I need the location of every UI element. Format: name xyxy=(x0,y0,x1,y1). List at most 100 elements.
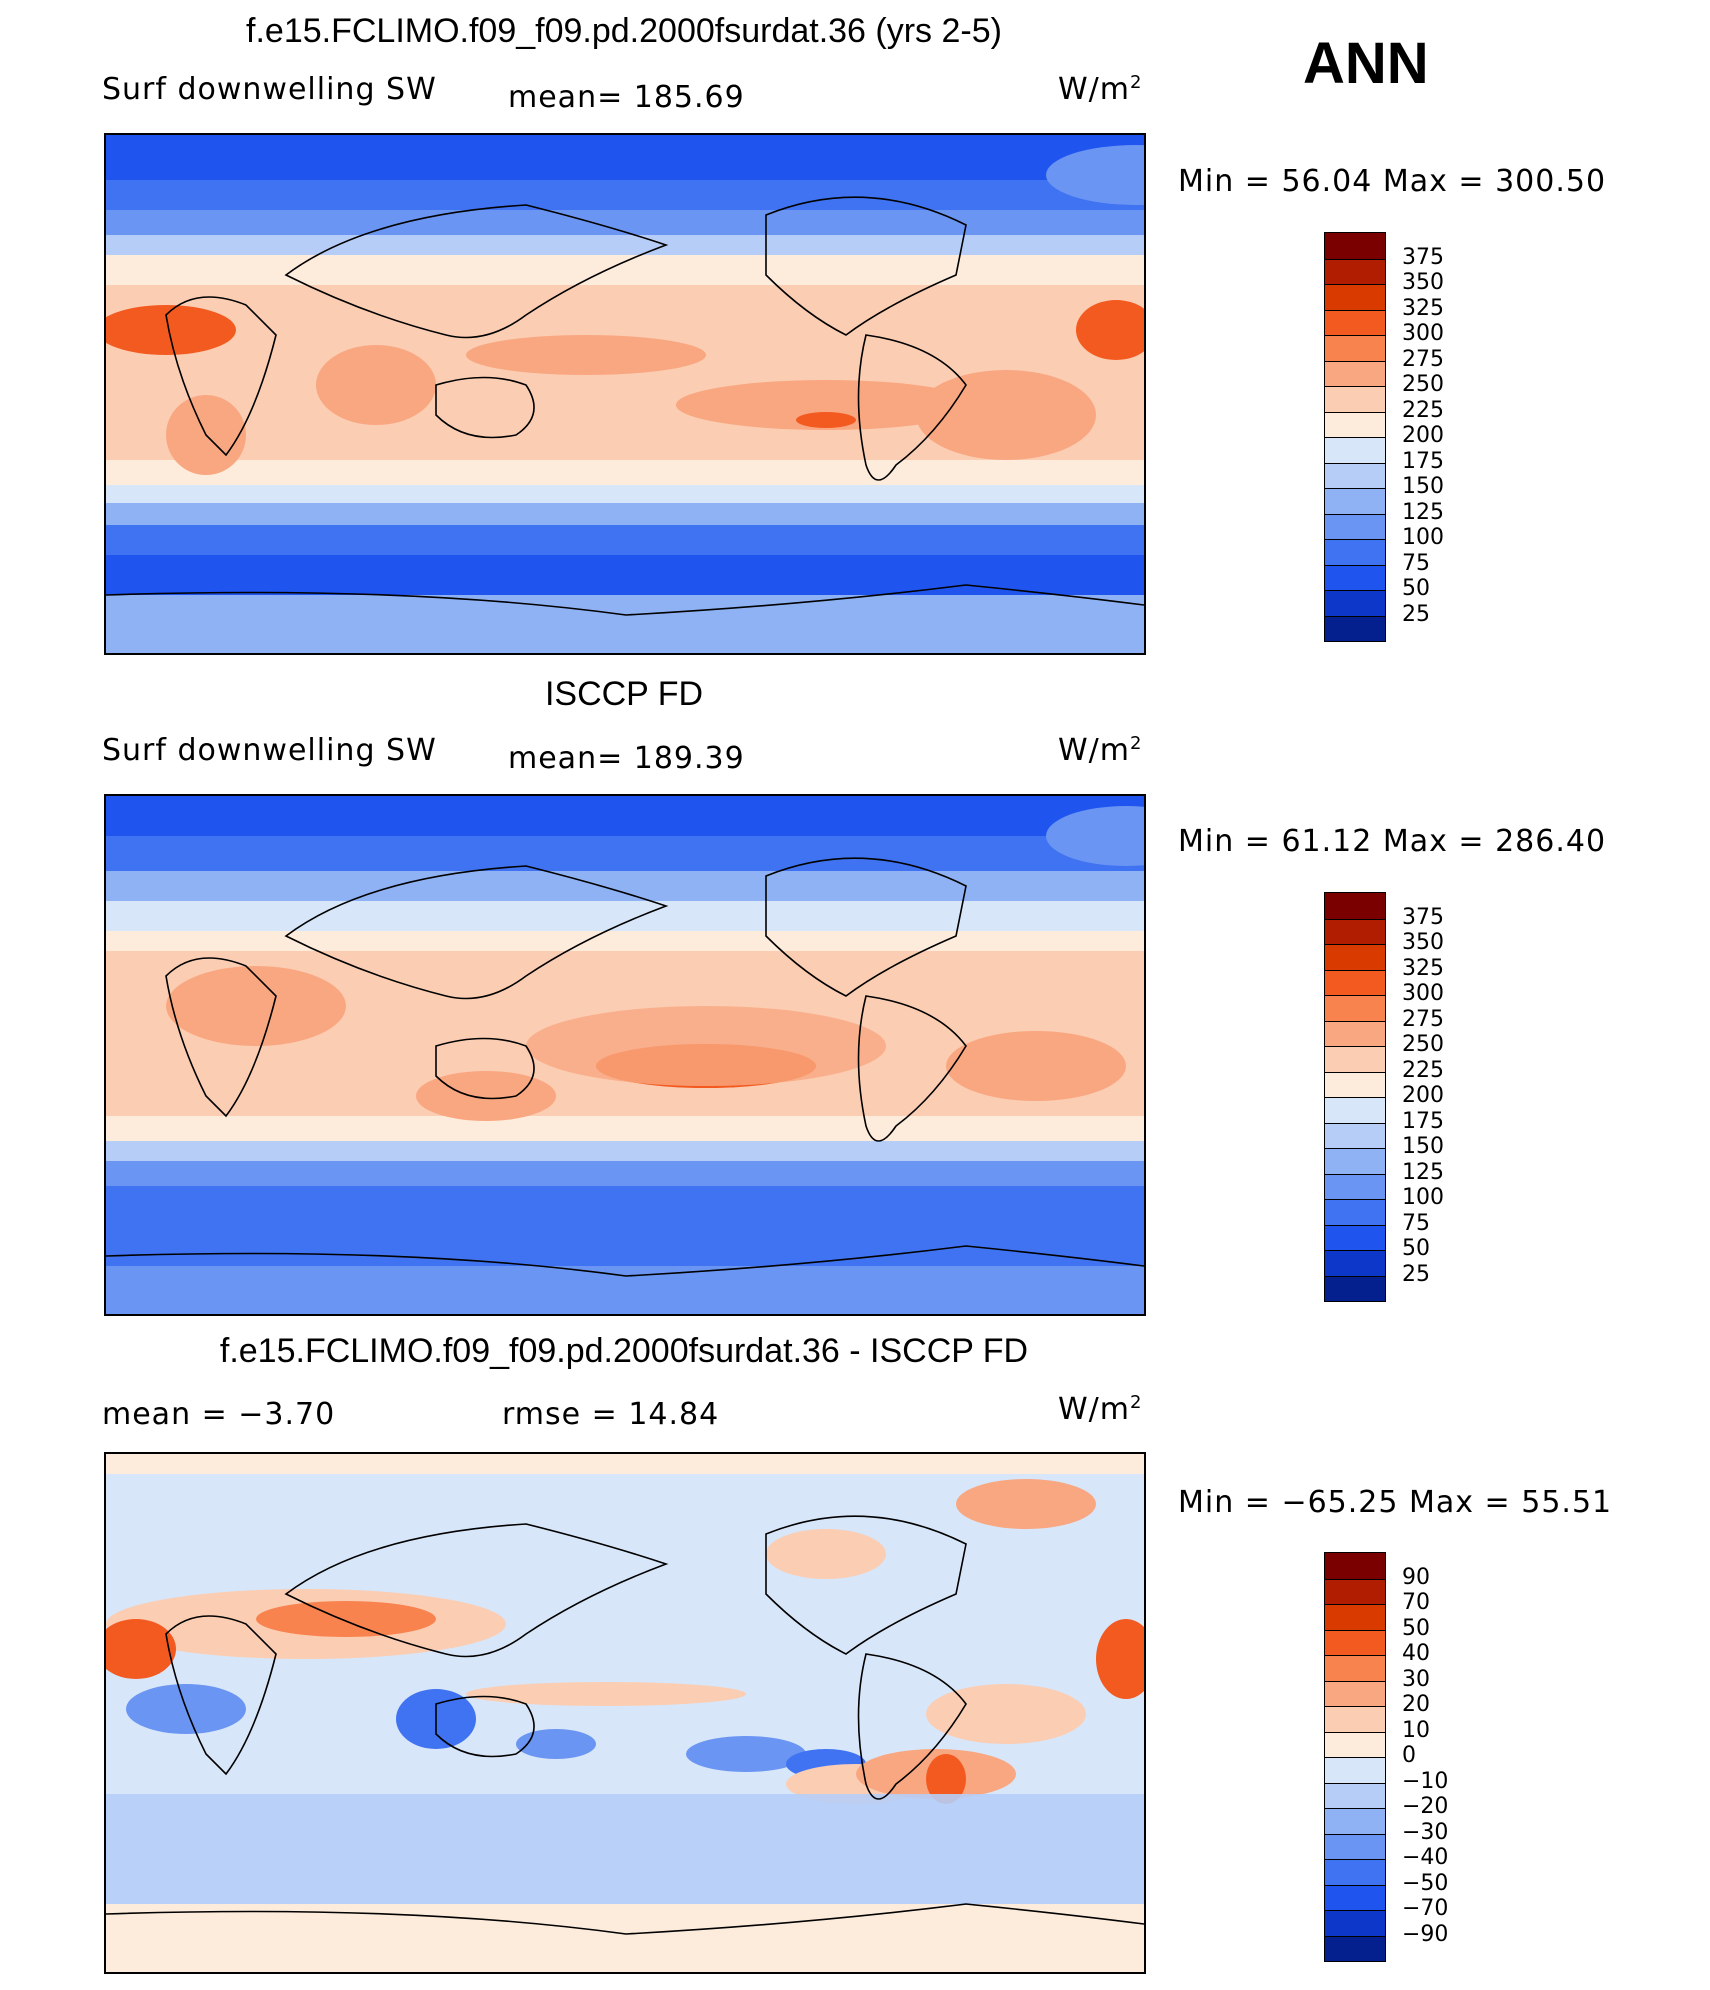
colorbar-swatch xyxy=(1325,488,1385,514)
panel1-model-map xyxy=(104,133,1146,655)
colorbar-tick-label: −20 xyxy=(1402,1794,1449,1819)
colorbar-tick-label: 300 xyxy=(1402,321,1444,346)
colorbar-swatch xyxy=(1325,1250,1385,1276)
colorbar-swatch xyxy=(1325,969,1385,995)
colorbar-tick-label: 25 xyxy=(1402,1261,1430,1287)
colorbar-tick-label: −10 xyxy=(1402,1768,1449,1794)
colorbar-swatch xyxy=(1325,1680,1385,1706)
colorbar-swatch xyxy=(1325,590,1385,616)
colorbar-swatch xyxy=(1325,615,1385,641)
colorbar-swatch xyxy=(1325,1604,1385,1630)
colorbar-swatch xyxy=(1325,1097,1385,1123)
panel2-colorbar xyxy=(1324,892,1386,1302)
colorbar-swatch xyxy=(1325,1148,1385,1174)
panel2-units: W/m2 xyxy=(1058,733,1143,768)
colorbar-swatch xyxy=(1325,944,1385,970)
colorbar-tick-label: 350 xyxy=(1402,270,1444,295)
colorbar-swatch xyxy=(1325,1224,1385,1250)
panel1-title: f.e15.FCLIMO.f09_f09.pd.2000fsurdat.36 (… xyxy=(246,12,1002,50)
colorbar-swatch xyxy=(1325,258,1385,284)
colorbar-tick-label: 175 xyxy=(1402,448,1444,474)
colorbar-tick-label: −50 xyxy=(1402,1870,1449,1896)
colorbar-tick-label: 100 xyxy=(1402,1185,1444,1210)
panel3-title: f.e15.FCLIMO.f09_f09.pd.2000fsurdat.36 -… xyxy=(219,1332,1029,1370)
colorbar-swatch xyxy=(1325,1757,1385,1783)
panel3-rmse-label: rmse = 14.84 xyxy=(502,1397,720,1432)
colorbar-tick-label: 90 xyxy=(1402,1564,1430,1590)
colorbar-swatch xyxy=(1325,437,1385,463)
colorbar-tick-label: 125 xyxy=(1402,499,1444,525)
panel2-variable-label: Surf downwelling SW xyxy=(102,733,437,768)
colorbar-swatch xyxy=(1325,360,1385,386)
colorbar-tick-label: −70 xyxy=(1402,1896,1449,1921)
colorbar-swatch xyxy=(1325,1782,1385,1808)
colorbar-swatch xyxy=(1325,462,1385,488)
colorbar-tick-label: 325 xyxy=(1402,955,1444,981)
panel3-mean-label: mean = −3.70 xyxy=(102,1397,336,1432)
colorbar-tick-label: 100 xyxy=(1402,525,1444,550)
colorbar-swatch xyxy=(1325,284,1385,310)
panel3-difference-map xyxy=(104,1452,1146,1974)
colorbar-tick-label: 125 xyxy=(1402,1159,1444,1185)
colorbar-swatch xyxy=(1325,1910,1385,1936)
panel2-mean-label: mean= 189.39 xyxy=(508,741,745,776)
panel1-variable-label: Surf downwelling SW xyxy=(102,72,437,107)
colorbar-tick-label: 0 xyxy=(1402,1743,1416,1768)
colorbar-tick-label: 200 xyxy=(1402,1083,1444,1108)
colorbar-swatch xyxy=(1325,1046,1385,1072)
colorbar-swatch xyxy=(1325,513,1385,539)
colorbar-swatch xyxy=(1325,1655,1385,1681)
colorbar-tick-label: 275 xyxy=(1402,346,1444,372)
colorbar-swatch xyxy=(1325,411,1385,437)
colorbar-tick-label: 150 xyxy=(1402,474,1444,499)
colorbar-tick-label: 175 xyxy=(1402,1108,1444,1134)
panel2-title: ISCCP FD xyxy=(544,675,704,713)
panel1-minmax: Min = 56.04 Max = 300.50 xyxy=(1178,164,1607,199)
colorbar-tick-label: 75 xyxy=(1402,1210,1430,1236)
colorbar-tick-label: 300 xyxy=(1402,981,1444,1006)
colorbar-tick-label: 70 xyxy=(1402,1590,1430,1615)
colorbar-swatch xyxy=(1325,1553,1385,1579)
colorbar-tick-label: 250 xyxy=(1402,372,1444,397)
colorbar-tick-label: 50 xyxy=(1402,1615,1430,1641)
colorbar-tick-label: −90 xyxy=(1402,1921,1449,1947)
colorbar-swatch xyxy=(1325,1884,1385,1910)
colorbar-swatch xyxy=(1325,1275,1385,1301)
colorbar-tick-label: 40 xyxy=(1402,1641,1430,1666)
colorbar-swatch xyxy=(1325,1935,1385,1961)
colorbar-swatch xyxy=(1325,893,1385,919)
colorbar-tick-label: 30 xyxy=(1402,1666,1430,1692)
colorbar-swatch xyxy=(1325,1578,1385,1604)
colorbar-swatch xyxy=(1325,386,1385,412)
colorbar-tick-label: 375 xyxy=(1402,244,1444,270)
colorbar-swatch xyxy=(1325,1173,1385,1199)
colorbar-swatch xyxy=(1325,1859,1385,1885)
colorbar-swatch xyxy=(1325,1706,1385,1732)
colorbar-swatch xyxy=(1325,1071,1385,1097)
colorbar-tick-label: 350 xyxy=(1402,930,1444,955)
season-label: ANN xyxy=(1303,31,1429,96)
colorbar-tick-label: 225 xyxy=(1402,1057,1444,1083)
colorbar-tick-label: 25 xyxy=(1402,601,1430,627)
colorbar-swatch xyxy=(1325,564,1385,590)
colorbar-swatch xyxy=(1325,1808,1385,1834)
panel2-observation-map xyxy=(104,794,1146,1316)
colorbar-tick-label: 275 xyxy=(1402,1006,1444,1032)
colorbar-swatch xyxy=(1325,1629,1385,1655)
panel2-minmax: Min = 61.12 Max = 286.40 xyxy=(1178,824,1607,859)
colorbar-tick-label: 50 xyxy=(1402,576,1430,601)
colorbar-tick-label: 20 xyxy=(1402,1692,1430,1717)
colorbar-tick-label: 375 xyxy=(1402,904,1444,930)
colorbar-tick-label: −30 xyxy=(1402,1819,1449,1845)
colorbar-swatch xyxy=(1325,995,1385,1021)
colorbar-swatch xyxy=(1325,309,1385,335)
colorbar-tick-label: −40 xyxy=(1402,1845,1449,1870)
panel3-units: W/m2 xyxy=(1058,1392,1143,1427)
colorbar-swatch xyxy=(1325,918,1385,944)
colorbar-tick-label: 10 xyxy=(1402,1717,1430,1743)
colorbar-tick-label: 325 xyxy=(1402,295,1444,321)
colorbar-tick-label: 75 xyxy=(1402,550,1430,576)
panel1-colorbar xyxy=(1324,232,1386,642)
colorbar-swatch xyxy=(1325,1731,1385,1757)
colorbar-tick-label: 150 xyxy=(1402,1134,1444,1159)
